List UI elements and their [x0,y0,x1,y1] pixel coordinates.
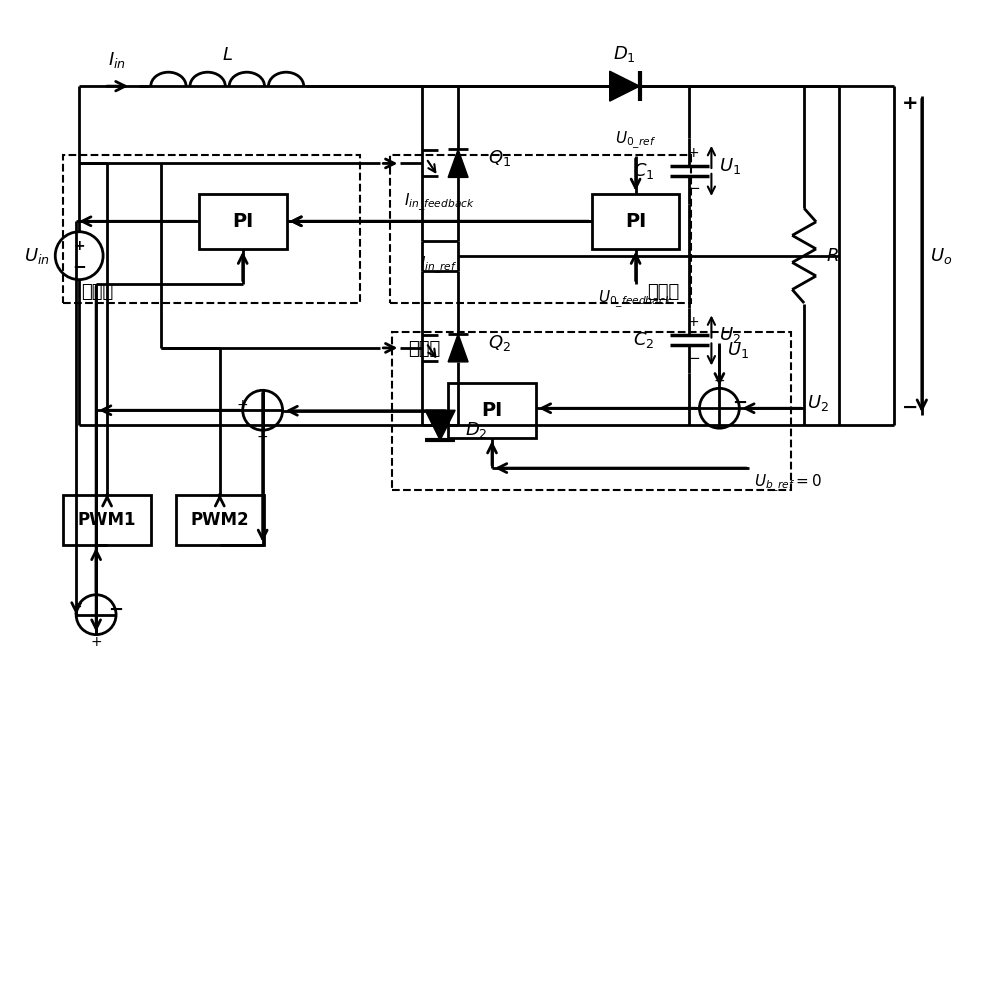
Text: $D_1$: $D_1$ [614,44,636,64]
Text: +: + [90,635,102,649]
Text: 电流环: 电流环 [81,283,114,301]
Text: $C_1$: $C_1$ [633,161,655,181]
Text: PI: PI [625,212,647,231]
Text: 电压环: 电压环 [648,283,680,301]
Text: +: + [902,94,918,113]
Bar [592,194,680,249]
Text: $U_{0\_ref}$: $U_{0\_ref}$ [615,130,657,151]
Text: −: − [109,601,124,619]
Text: −: − [687,351,700,366]
Text: $U_1$: $U_1$ [728,340,749,360]
Text: $U_{0\_feedback}$: $U_{0\_feedback}$ [598,289,673,310]
Polygon shape [448,334,468,362]
Text: $I_{in\_ref}$: $I_{in\_ref}$ [420,255,458,276]
Polygon shape [425,410,455,440]
Text: $U_1$: $U_1$ [720,156,742,176]
Text: +: + [237,398,249,412]
Polygon shape [610,71,640,101]
Text: PI: PI [481,401,503,420]
Bar [63,155,360,303]
Text: +: + [714,374,726,388]
Text: PWM1: PWM1 [78,511,137,529]
Text: −: − [687,181,700,196]
Text: PWM2: PWM2 [191,511,250,529]
Bar [176,495,263,545]
Bar [392,332,791,490]
Text: $I_{in}$: $I_{in}$ [108,50,126,70]
Text: $U_{in}$: $U_{in}$ [24,246,50,266]
Text: $I_{in\_feedback}$: $I_{in\_feedback}$ [404,192,475,213]
Text: +: + [71,600,82,614]
Bar [390,155,692,303]
Text: $U_2$: $U_2$ [720,325,742,345]
Text: $L$: $L$ [222,46,233,64]
Text: $U_{b\_ref}=0$: $U_{b\_ref}=0$ [754,473,822,494]
Text: +: + [256,430,268,444]
Bar [63,495,151,545]
Text: $U_o$: $U_o$ [930,246,952,266]
Bar [448,383,536,438]
Text: +: + [688,146,700,160]
Text: 均压环: 均压环 [408,340,440,358]
Text: +: + [688,315,700,329]
Bar [199,194,286,249]
Text: $Q_2$: $Q_2$ [488,333,511,353]
Text: $U_2$: $U_2$ [807,393,829,413]
Text: PI: PI [233,212,253,231]
Text: −: − [902,398,918,417]
Text: $C_2$: $C_2$ [634,330,655,350]
Text: −: − [72,257,86,275]
Text: +: + [74,239,85,253]
Polygon shape [448,149,468,177]
Text: $R$: $R$ [826,247,839,265]
Text: −: − [732,394,747,412]
Text: $D_2$: $D_2$ [465,420,488,440]
Text: $Q_1$: $Q_1$ [488,148,511,168]
